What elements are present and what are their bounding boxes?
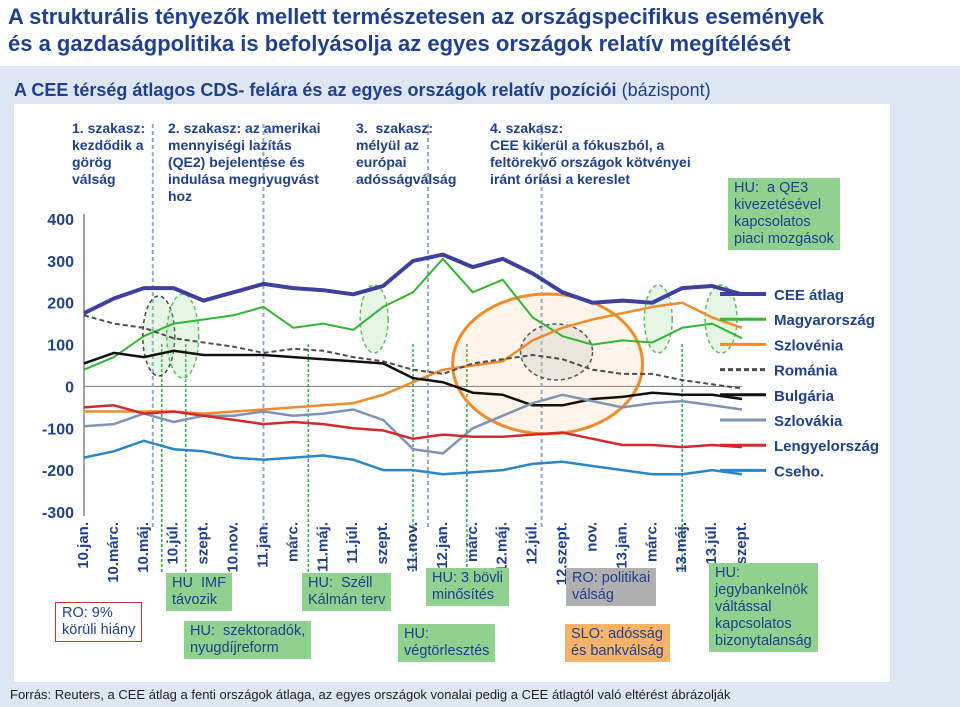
source-note: Forrás: Reuters, a CEE átlag a fenti ors… (10, 687, 731, 702)
x-tick-label: márc. (284, 522, 301, 562)
x-tick-label: márc. (643, 522, 660, 562)
legend-label: Bulgária (774, 388, 835, 405)
series-line (83, 314, 743, 390)
y-tick-label: -200 (42, 463, 74, 480)
event-annotation-hu-central-bank: HU: jegybankelnök váltással kapcsolatos … (709, 563, 818, 652)
y-tick-label: 400 (47, 212, 74, 229)
x-tick-label: 11.júl. (344, 522, 361, 564)
y-tick-label: 300 (47, 254, 74, 271)
y-tick-label: 100 (47, 338, 74, 355)
x-tick-label: szept. (374, 522, 391, 565)
x-tick-label: 11.nov. (404, 522, 421, 572)
legend-label: Románia (774, 363, 838, 380)
event-annotation-hu-sector: HU: szektoradók, nyugdíjreform (184, 621, 312, 659)
event-annotation-slo-debt: SLO: adósság és bankválság (565, 624, 670, 662)
event-marker-ellipse (165, 293, 200, 379)
x-tick-label: 13.júl. (703, 522, 720, 565)
phase-label: 3. szakasz: mélyül az európai adósságvál… (356, 120, 457, 187)
legend-label: Lengyelország (774, 438, 879, 455)
event-annotation-hu-szell: HU: Széll Kálmán terv (302, 573, 392, 611)
series-line (83, 439, 743, 476)
event-annotation-hu-mortgage: HU: végtörlesztés (398, 624, 496, 662)
x-tick-label: 11.jan. (254, 522, 271, 568)
x-tick-label: 10.nov. (225, 522, 242, 573)
chart-subtitle-text: A CEE térség átlagos CDS- felára és az e… (14, 80, 617, 100)
y-tick-label: 200 (47, 296, 74, 313)
event-marker-ellipse (359, 284, 389, 354)
x-tick-label: szept. (195, 522, 212, 565)
legend-label: CEE átlag (774, 287, 844, 304)
x-tick-label: 12.máj. (494, 522, 511, 573)
x-tick-label: 13.máj. (673, 522, 690, 573)
series-line (84, 301, 743, 415)
x-tick-label: 10.júl. (165, 522, 182, 565)
phase-label: 1. szakasz: kezdődik a görög válság (72, 120, 146, 187)
x-tick-label: 10.márc. (105, 522, 122, 583)
x-tick-label: 10.máj. (135, 522, 152, 573)
page-title: A strukturális tényezők mellett természe… (8, 3, 958, 57)
x-tick-label: nov. (583, 522, 600, 552)
y-tick-label: -300 (42, 505, 74, 522)
x-tick-label: 11.máj. (314, 522, 331, 572)
event-annotation-ro-politics: RO: politikai válság (566, 568, 657, 606)
series-line (83, 349, 743, 407)
event-annotation-hu-downgrade: HU: 3 bövli minősítés (426, 568, 509, 606)
x-tick-label: 12.jan. (434, 522, 451, 569)
event-annotation-hu-imf: HU IMF távozik (166, 573, 232, 611)
cds-line-chart: 400 300 200 100 0 -100 -200 -300 CEE átlag Magyar… (42, 124, 879, 585)
event-annotation-ro-deficit: RO: 9% körüli hiány (55, 602, 143, 642)
series-line (83, 257, 743, 371)
legend-label: Szlovákia (774, 413, 843, 430)
series-line (83, 393, 743, 455)
x-tick-label: 13.jan. (613, 522, 630, 569)
chart-subtitle: A CEE térség átlagos CDS- felára és az e… (14, 80, 711, 101)
x-tick-label: 10.jan. (75, 522, 92, 569)
legend-label: Cseho. (774, 463, 824, 480)
series-line (83, 404, 743, 449)
x-tick-label: márc. (464, 522, 481, 562)
title-line-2: és a gazdaságpolitika is befolyásolja az… (8, 31, 791, 56)
chart-unit: (bázispont) (621, 80, 711, 100)
title-line-1: A strukturális tényezők mellett természe… (8, 4, 824, 29)
event-annotation-hu-qe3: HU: a QE3 kivezetésével kapcsolatos piac… (728, 178, 840, 250)
y-tick-label: -100 (42, 421, 74, 438)
legend-label: Magyarország (774, 312, 875, 329)
legend-label: Szlovénia (774, 337, 844, 354)
phase-label: 2. szakasz: az amerikai mennyiségi lazít… (168, 120, 321, 204)
phase-label: 4. szakasz: CEE kikerül a fókuszból, a f… (490, 120, 691, 187)
x-tick-label: szept. (733, 522, 750, 565)
x-tick-label: 12.júl. (524, 522, 541, 565)
y-tick-label: 0 (65, 379, 74, 396)
series-line (83, 252, 743, 315)
